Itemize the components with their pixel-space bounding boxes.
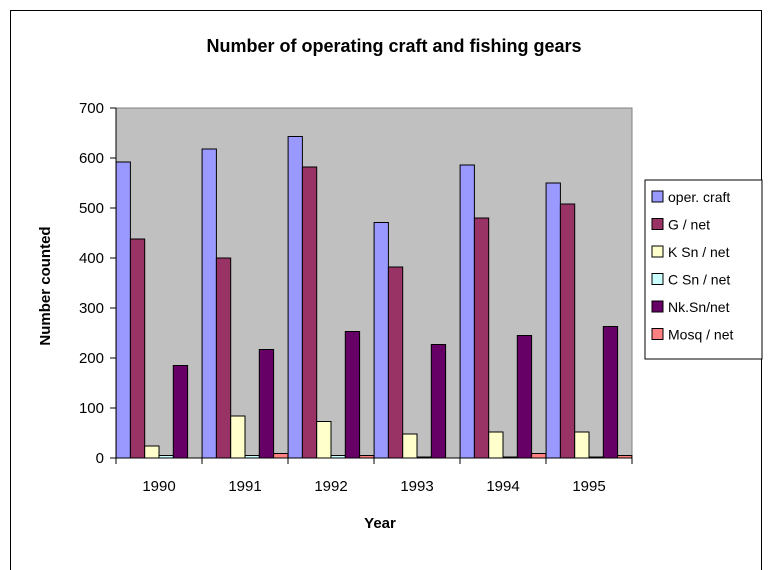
bar — [459, 164, 475, 459]
legend-label: K Sn / net — [668, 244, 730, 260]
bar — [172, 365, 189, 459]
y-tick-label: 700 — [79, 100, 104, 117]
bar — [129, 238, 146, 459]
bar — [531, 453, 547, 459]
bar — [273, 453, 289, 459]
bar — [301, 166, 318, 459]
y-tick-label: 100 — [79, 400, 104, 417]
bar — [244, 455, 260, 459]
bar — [402, 433, 418, 459]
y-axis-title: Number counted — [37, 226, 54, 345]
legend-swatch — [651, 300, 664, 313]
plot-area: 0 100 200 300 400 500 600 700 1990 1991 1992 1993 19… — [79, 100, 633, 495]
bar — [344, 331, 361, 459]
x-tick-label: 1991 — [228, 478, 261, 495]
legend-label: G / net — [668, 217, 710, 233]
bar — [545, 182, 561, 459]
y-tick-label: 0 — [96, 450, 104, 467]
bar — [115, 161, 131, 459]
bar — [473, 217, 490, 459]
legend: oper. craft G / net K Sn / net C Sn / net Nk… — [644, 179, 763, 360]
x-tick-label: 1993 — [400, 478, 433, 495]
y-tick-label: 200 — [79, 350, 104, 367]
x-tick-label: 1995 — [572, 478, 605, 495]
bar — [287, 136, 303, 459]
legend-swatch — [651, 245, 664, 258]
bar — [373, 222, 389, 459]
bar — [617, 455, 633, 459]
y-tick-label: 400 — [79, 250, 104, 267]
bar — [359, 455, 375, 459]
legend-label: C Sn / net — [668, 272, 730, 288]
y-tick-label: 600 — [79, 150, 104, 167]
bar — [502, 456, 518, 459]
y-tick-label: 300 — [79, 300, 104, 317]
bar — [559, 203, 576, 459]
bar — [201, 148, 217, 459]
legend-swatch — [651, 190, 664, 203]
bar — [144, 445, 160, 459]
bar — [430, 344, 447, 459]
x-tick-label: 1990 — [142, 478, 175, 495]
x-axis-title: Year — [364, 515, 396, 532]
legend-label: oper. craft — [668, 189, 730, 205]
y-tick-label: 500 — [79, 200, 104, 217]
bar — [516, 335, 533, 459]
x-tick-label: 1994 — [486, 478, 519, 495]
bar — [258, 349, 275, 459]
bar — [488, 431, 504, 459]
bar — [574, 431, 590, 459]
bar — [330, 455, 346, 459]
legend-swatch — [651, 273, 664, 285]
bar — [416, 456, 432, 459]
bar — [387, 266, 404, 459]
bar — [602, 326, 619, 459]
bar — [588, 456, 604, 459]
chart-title: Number of operating craft and fishing ge… — [206, 36, 581, 56]
legend-box — [644, 179, 763, 360]
x-tick-label: 1992 — [314, 478, 347, 495]
legend-swatch — [651, 218, 664, 230]
bar — [215, 257, 232, 459]
bar — [158, 455, 174, 459]
bar — [230, 415, 246, 459]
legend-label: Mosq / net — [668, 327, 733, 343]
legend-swatch — [651, 328, 664, 340]
legend-label: Nk.Sn/net — [668, 299, 730, 315]
bar — [316, 421, 332, 459]
